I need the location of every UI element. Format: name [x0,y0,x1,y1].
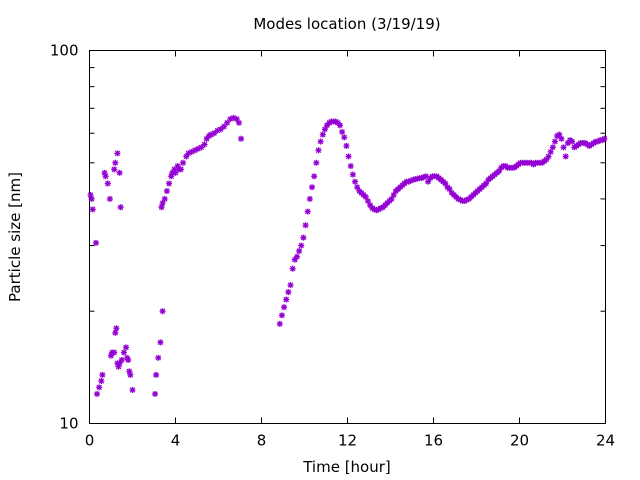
y-tick-label: 100 [50,42,79,60]
data-point [96,384,103,391]
data-point [120,349,127,356]
data-point [547,148,554,155]
data-point [336,122,343,129]
data-point [99,371,106,378]
data-point [558,135,565,142]
data-point [569,138,576,145]
data-point [341,134,348,141]
data-point [98,377,105,384]
data-point [104,180,111,187]
data-point [89,206,96,213]
data-point [601,135,608,142]
data-point [123,344,130,351]
data-point [311,173,318,180]
data-point [296,248,303,255]
x-tick-label: 24 [596,432,615,450]
data-point [315,147,322,154]
y-tick-label: 10 [59,415,78,433]
ticks-layer: 0 4 8 12 16 20 24 10 100 [50,42,615,450]
data-point [238,135,245,142]
x-tick-label: 12 [338,432,357,450]
data-point [302,222,309,229]
data-point [347,163,354,170]
data-point [163,188,170,195]
data-point [116,169,123,176]
data-point [125,356,132,363]
data-point [287,282,294,289]
data-point [283,296,290,303]
data-point [304,208,311,215]
data-point [300,234,307,241]
data-point [113,325,120,332]
data-point [224,119,231,126]
data-point [159,308,166,315]
y-axis-label: Particle size [nm] [6,172,24,302]
x-tick-label: 4 [171,432,181,450]
data-point [562,153,569,160]
data-point [349,171,356,178]
data-point [446,186,453,193]
data-point [317,138,324,145]
data-point [285,289,292,296]
data-point [117,204,124,211]
x-axis-label: Time [hour] [302,458,391,476]
data-point [235,119,242,126]
data-point [201,141,208,148]
data-point [94,390,101,397]
data-point [551,138,558,145]
data-point [276,320,283,327]
x-tick-label: 0 [85,432,95,450]
data-point [157,339,164,346]
data-point [345,153,352,160]
data-point [306,195,313,202]
data-point [112,159,119,166]
data-point [127,371,134,378]
plot-frame [89,50,606,424]
data-point [180,159,187,166]
data-point [281,304,288,311]
data-point [289,265,296,272]
data-point [88,195,95,202]
data-point [118,356,125,363]
data-point [339,128,346,135]
data-point [112,329,119,336]
x-tick-label: 16 [424,432,443,450]
data-point [298,242,305,249]
data-point [313,159,320,166]
x-tick-label: 8 [257,432,267,450]
data-point [166,180,173,187]
data-point [124,354,131,361]
data-point [152,390,159,397]
data-point [309,184,316,191]
data-point [560,144,567,151]
data-point [161,195,168,202]
data-point [155,354,162,361]
data-point [106,195,113,202]
data-point [177,166,184,173]
data-point [158,204,165,211]
data-point [111,349,118,356]
data-point [111,166,118,173]
data-point [352,178,359,185]
x-tick-label: 20 [510,432,529,450]
data-point [129,386,136,393]
data-point [319,131,326,138]
data-point [545,153,552,160]
data-point [293,253,300,260]
data-point [278,312,285,319]
data-point [153,371,160,378]
chart-title: Modes location (3/19/19) [253,15,440,33]
data-point [343,142,350,149]
data-point [102,173,109,180]
data-point [114,150,121,157]
data-points-layer [87,114,608,397]
data-point [92,239,99,246]
data-point [549,144,556,151]
